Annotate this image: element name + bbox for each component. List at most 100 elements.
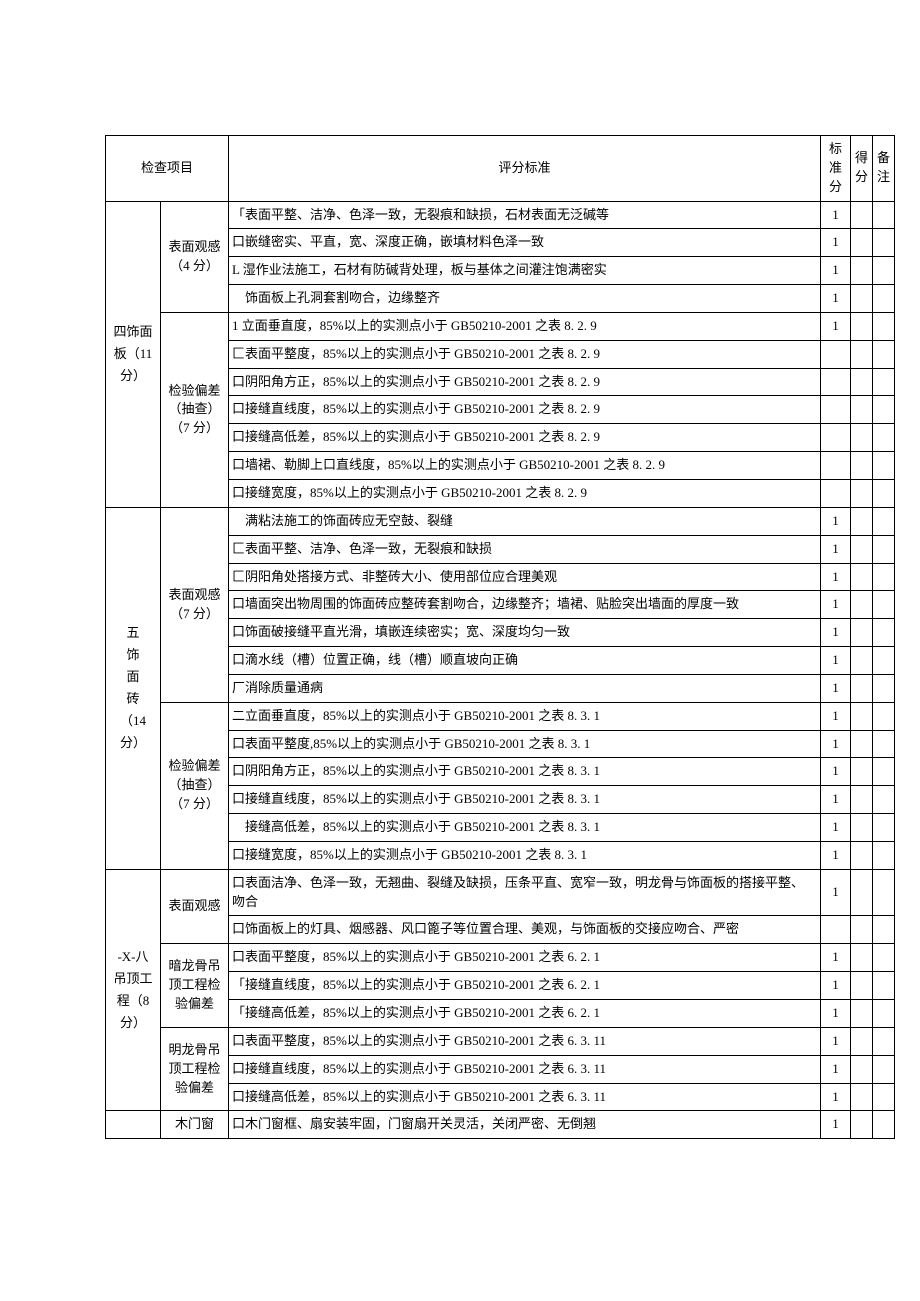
criteria-cell: 口嵌缝密实、平直，宽、深度正确，嵌填材料色泽一致 xyxy=(229,229,821,257)
std-score-cell: 1 xyxy=(821,1000,851,1028)
std-score-cell: 1 xyxy=(821,702,851,730)
remark-cell xyxy=(873,1000,895,1028)
criteria-cell: 口饰面板上的灯具、烟感器、风口篦子等位置合理、美观，与饰面板的交接应吻合、严密 xyxy=(229,916,821,944)
got-score-cell xyxy=(851,786,873,814)
category-cell xyxy=(106,1111,161,1139)
criteria-cell: 厂消除质量通病 xyxy=(229,674,821,702)
got-score-cell xyxy=(851,535,873,563)
remark-cell xyxy=(873,916,895,944)
inspection-table: 检查项目评分标准标准分得分备注四饰面板（11 分）表面观感（4 分）「表面平整、… xyxy=(105,135,895,1139)
std-score-cell: 1 xyxy=(821,730,851,758)
header-item: 检查项目 xyxy=(106,136,229,202)
remark-cell xyxy=(873,814,895,842)
got-score-cell xyxy=(851,1083,873,1111)
got-score-cell xyxy=(851,916,873,944)
std-score-cell: 1 xyxy=(821,535,851,563)
got-score-cell xyxy=(851,758,873,786)
got-score-cell xyxy=(851,944,873,972)
got-score-cell xyxy=(851,591,873,619)
criteria-cell: 口接缝直线度，85%以上的实测点小于 GB50210-2001 之表 8. 2.… xyxy=(229,396,821,424)
remark-cell xyxy=(873,1027,895,1055)
criteria-cell: 口表面洁净、色泽一致，无翘曲、裂缝及缺损，压条平直、宽窄一致，明龙骨与饰面板的搭… xyxy=(229,869,821,916)
std-score-cell: 1 xyxy=(821,563,851,591)
criteria-cell: 匚阴阳角处搭接方式、非整砖大小、使用部位应合理美观 xyxy=(229,563,821,591)
criteria-cell: 接缝高低差，85%以上的实测点小于 GB50210-2001 之表 8. 3. … xyxy=(229,814,821,842)
got-score-cell xyxy=(851,229,873,257)
std-score-cell xyxy=(821,452,851,480)
remark-cell xyxy=(873,507,895,535)
remark-cell xyxy=(873,479,895,507)
remark-cell xyxy=(873,869,895,916)
std-score-cell: 1 xyxy=(821,507,851,535)
group-cell: 木门窗 xyxy=(161,1111,229,1139)
criteria-cell: 口滴水线（槽）位置正确，线（槽）顺直坡向正确 xyxy=(229,647,821,675)
std-score-cell: 1 xyxy=(821,312,851,340)
got-score-cell xyxy=(851,257,873,285)
remark-cell xyxy=(873,340,895,368)
remark-cell xyxy=(873,368,895,396)
category-cell: -X-八 吊顶工程（8 分） xyxy=(106,869,161,1111)
std-score-cell: 1 xyxy=(821,869,851,916)
got-score-cell xyxy=(851,647,873,675)
got-score-cell xyxy=(851,869,873,916)
got-score-cell xyxy=(851,396,873,424)
criteria-cell: L 湿作业法施工，石材有防碱背处理，板与基体之间灌注饱满密实 xyxy=(229,257,821,285)
got-score-cell xyxy=(851,814,873,842)
got-score-cell xyxy=(851,424,873,452)
remark-cell xyxy=(873,786,895,814)
std-score-cell: 1 xyxy=(821,814,851,842)
got-score-cell xyxy=(851,312,873,340)
std-score-cell xyxy=(821,424,851,452)
std-score-cell: 1 xyxy=(821,1083,851,1111)
group-cell: 检验偏差（抽查）（7 分） xyxy=(161,702,229,869)
std-score-cell xyxy=(821,396,851,424)
remark-cell xyxy=(873,257,895,285)
group-cell: 表面观感 xyxy=(161,869,229,944)
got-score-cell xyxy=(851,972,873,1000)
criteria-cell: 口饰面破接缝平直光滑，填嵌连续密实；宽、深度均匀一致 xyxy=(229,619,821,647)
criteria-cell: 匚表面平整度，85%以上的实测点小于 GB50210-2001 之表 8. 2.… xyxy=(229,340,821,368)
std-score-cell: 1 xyxy=(821,619,851,647)
criteria-cell: 口表面平整度，85%以上的实测点小于 GB50210-2001 之表 6. 3.… xyxy=(229,1027,821,1055)
std-score-cell xyxy=(821,479,851,507)
criteria-cell: 「表面平整、洁净、色泽一致，无裂痕和缺损，石材表面无泛碱等 xyxy=(229,201,821,229)
got-score-cell xyxy=(851,563,873,591)
criteria-cell: 满粘法施工的饰面砖应无空鼓、裂缝 xyxy=(229,507,821,535)
got-score-cell xyxy=(851,1111,873,1139)
criteria-cell: 1 立面垂直度，85%以上的实测点小于 GB50210-2001 之表 8. 2… xyxy=(229,312,821,340)
criteria-cell: 「接缝高低差，85%以上的实测点小于 GB50210-2001 之表 6. 2.… xyxy=(229,1000,821,1028)
remark-cell xyxy=(873,758,895,786)
group-cell: 表面观感（4 分） xyxy=(161,201,229,312)
remark-cell xyxy=(873,619,895,647)
std-score-cell xyxy=(821,368,851,396)
remark-cell xyxy=(873,647,895,675)
std-score-cell: 1 xyxy=(821,841,851,869)
criteria-cell: 口阴阳角方正，85%以上的实测点小于 GB50210-2001 之表 8. 2.… xyxy=(229,368,821,396)
header-remark: 备注 xyxy=(873,136,895,202)
got-score-cell xyxy=(851,1027,873,1055)
remark-cell xyxy=(873,285,895,313)
remark-cell xyxy=(873,424,895,452)
criteria-cell: 口墙面突出物周围的饰面砖应整砖套割吻合，边缘整齐；墙裙、贴脸突出墙面的厚度一致 xyxy=(229,591,821,619)
criteria-cell: 匚表面平整、洁净、色泽一致，无裂痕和缺损 xyxy=(229,535,821,563)
std-score-cell xyxy=(821,340,851,368)
got-score-cell xyxy=(851,452,873,480)
remark-cell xyxy=(873,201,895,229)
criteria-cell: 口表面平整度,85%以上的实测点小于 GB50210-2001 之表 8. 3.… xyxy=(229,730,821,758)
got-score-cell xyxy=(851,1000,873,1028)
category-cell: 四饰面板（11 分） xyxy=(106,201,161,507)
std-score-cell: 1 xyxy=(821,229,851,257)
criteria-cell: 口阴阳角方正，85%以上的实测点小于 GB50210-2001 之表 8. 3.… xyxy=(229,758,821,786)
remark-cell xyxy=(873,563,895,591)
header-got-score: 得分 xyxy=(851,136,873,202)
std-score-cell: 1 xyxy=(821,1055,851,1083)
header-criteria: 评分标准 xyxy=(229,136,821,202)
got-score-cell xyxy=(851,201,873,229)
got-score-cell xyxy=(851,841,873,869)
group-cell: 检验偏差（抽查）（7 分） xyxy=(161,312,229,507)
remark-cell xyxy=(873,229,895,257)
criteria-cell: 口接缝直线度，85%以上的实测点小于 GB50210-2001 之表 6. 3.… xyxy=(229,1055,821,1083)
std-score-cell: 1 xyxy=(821,944,851,972)
criteria-cell: 口墙裙、勒脚上口直线度，85%以上的实测点小于 GB50210-2001 之表 … xyxy=(229,452,821,480)
remark-cell xyxy=(873,944,895,972)
